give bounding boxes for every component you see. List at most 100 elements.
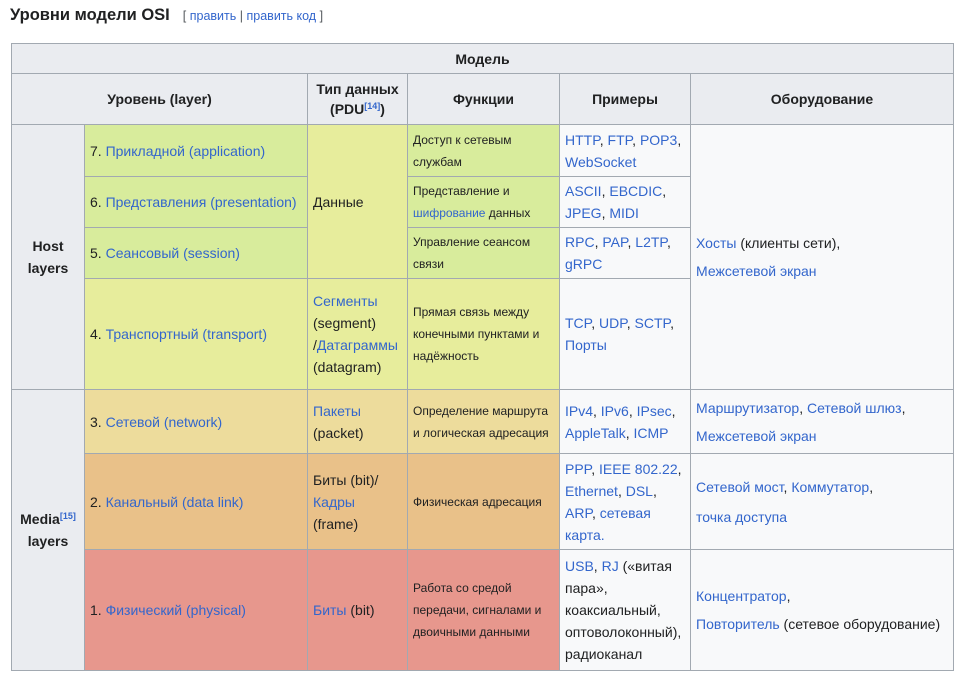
example-link[interactable]: USB	[565, 558, 594, 574]
media-line2: layers	[27, 533, 69, 549]
bridge-link[interactable]: Сетевой мост	[696, 478, 784, 495]
pdu-bits-cell: Биты (bit)	[307, 549, 408, 671]
header-hardware: Оборудование	[690, 73, 954, 125]
bits-pre: Биты (bit)/	[313, 471, 379, 488]
example-link[interactable]: POP3	[639, 131, 678, 148]
example-separator: ,	[593, 402, 601, 419]
layer-2-link[interactable]: Канальный (data link)	[105, 493, 244, 510]
example-separator: ,	[627, 234, 636, 250]
example-link[interactable]: ARP	[565, 504, 592, 521]
example-link[interactable]: IPv4	[565, 402, 594, 419]
example-separator: ,	[671, 402, 676, 419]
bits-link[interactable]: Биты	[313, 602, 347, 618]
example-link[interactable]: ASCII	[565, 183, 602, 199]
layer-1-link[interactable]: Физический (physical)	[105, 602, 246, 618]
edit-link[interactable]: править	[189, 9, 237, 23]
example-link[interactable]: HTTP	[565, 131, 600, 148]
table-row: 4. Транспортный (transport) Сегменты (se…	[12, 278, 954, 390]
section-title: Уровни модели OSI	[10, 6, 170, 24]
example-separator: ,	[662, 183, 667, 199]
example-separator: («витая пара», коаксиальный, оптоволокон…	[565, 558, 682, 662]
example-link[interactable]: gRPC	[565, 256, 603, 272]
layer-3-link[interactable]: Сетевой (network)	[105, 413, 223, 430]
func-2: Физическая адресация	[407, 453, 560, 550]
ref-15-link[interactable]: [15]	[59, 511, 76, 521]
example-link[interactable]: FTP	[607, 131, 633, 148]
firewall-link[interactable]: Межсетевой экран	[696, 263, 817, 279]
encryption-link[interactable]: шифрование	[413, 206, 486, 220]
example-link[interactable]: UDP	[598, 315, 627, 331]
host-line1: Host	[32, 238, 64, 254]
header-layer: Уровень (layer)	[11, 73, 308, 125]
examples-7: HTTP, FTP, POP3, WebSocket	[559, 124, 691, 177]
hardware-datalink-cell: Сетевой мост, Коммутатор, точка доступа	[690, 453, 954, 550]
router-link[interactable]: Маршрутизатор	[696, 399, 800, 416]
datagrams-link[interactable]: Датаграммы	[316, 337, 398, 353]
func-4: Прямая связь между конечными пунктами и …	[407, 278, 560, 390]
access-point-link[interactable]: точка доступа	[696, 508, 788, 525]
layer-1-cell: 1. Физический (physical)	[84, 549, 308, 671]
layer-2-cell: 2. Канальный (data link)	[84, 453, 308, 550]
model-caption: Модель	[11, 43, 954, 74]
bracket-open: [	[182, 9, 187, 23]
example-link[interactable]: WebSocket	[565, 153, 637, 170]
example-separator: ,	[670, 315, 674, 331]
hosts-link[interactable]: Хосты	[696, 235, 737, 251]
example-link[interactable]: сетевая карта.	[565, 504, 651, 543]
layer-5-link[interactable]: Сеансовый (session)	[105, 245, 240, 261]
func-1: Работа со средой передачи, сигналами и д…	[407, 549, 560, 671]
ref-14-link[interactable]: [14]	[364, 101, 381, 111]
switch-link[interactable]: Коммутатор	[791, 478, 870, 495]
func-5: Управление сеансом связи	[407, 227, 560, 279]
example-separator: ,	[677, 460, 682, 477]
example-link[interactable]: JPEG	[565, 205, 602, 221]
layer-number: 7.	[90, 142, 102, 159]
example-link[interactable]: ICMP	[633, 424, 669, 441]
example-link[interactable]: PPP	[565, 460, 592, 477]
table-row: 1. Физический (physical) Биты (bit) Рабо…	[12, 549, 954, 671]
layer-6-link[interactable]: Представления (presentation)	[105, 194, 297, 210]
example-link[interactable]: PAP	[602, 234, 628, 250]
hardware-network-cell: Маршрутизатор, Сетевой шлюз, Межсетевой …	[690, 389, 954, 454]
example-separator: ,	[632, 131, 640, 148]
example-link[interactable]: DSL	[625, 482, 653, 499]
repeater-link[interactable]: Повторитель	[696, 616, 780, 632]
example-link[interactable]: MIDI	[609, 205, 639, 221]
example-link[interactable]: EBCDIC	[609, 183, 663, 199]
section-heading: Уровни модели OSI [ править | править ко…	[10, 6, 323, 28]
pdu-packets-cell: Пакеты (packet)	[307, 389, 408, 454]
example-link[interactable]: RJ	[601, 558, 619, 574]
edit-code-link[interactable]: править код	[246, 9, 317, 23]
example-link[interactable]: IEEE 802.22	[599, 460, 678, 477]
header-pdu: Тип данных (PDU[14])	[307, 73, 408, 125]
layer-4-link[interactable]: Транспортный (transport)	[105, 326, 267, 342]
example-link[interactable]: TCP	[565, 315, 592, 331]
func-6-pre: Представление и	[413, 184, 510, 198]
firewall-link-2[interactable]: Межсетевой экран	[696, 427, 817, 444]
layer-3-cell: 3. Сетевой (network)	[84, 389, 308, 454]
header-functions: Функции	[407, 73, 560, 125]
segments-link[interactable]: Сегменты	[313, 293, 378, 309]
example-separator: ,	[617, 482, 626, 499]
example-separator: ,	[677, 131, 682, 148]
example-link[interactable]: IPv6	[600, 402, 629, 419]
example-link[interactable]: L2TP	[635, 234, 667, 250]
gateway-link[interactable]: Сетевой шлюз	[807, 399, 902, 416]
hub-link[interactable]: Концентратор	[696, 588, 787, 604]
comma: ,	[799, 399, 807, 416]
example-link[interactable]: Порты	[565, 337, 607, 353]
example-link[interactable]: SCTP	[634, 315, 671, 331]
example-link[interactable]: Ethernet	[565, 482, 618, 499]
frames-link[interactable]: Кадры	[313, 493, 355, 510]
example-link[interactable]: RPC	[565, 234, 595, 250]
comma: ,	[901, 399, 906, 416]
packets-link[interactable]: Пакеты	[313, 402, 361, 419]
example-link[interactable]: IPsec	[636, 402, 672, 419]
example-link[interactable]: AppleTalk	[565, 424, 626, 441]
edit-separator: |	[239, 9, 244, 23]
examples-6: ASCII, EBCDIC, JPEG, MIDI	[559, 176, 691, 228]
example-separator: ,	[591, 460, 599, 477]
example-separator: ,	[626, 315, 635, 331]
layer-7-link[interactable]: Прикладной (application)	[105, 142, 266, 159]
examples-2: PPP, IEEE 802.22, Ethernet, DSL, ARP, се…	[559, 453, 691, 550]
